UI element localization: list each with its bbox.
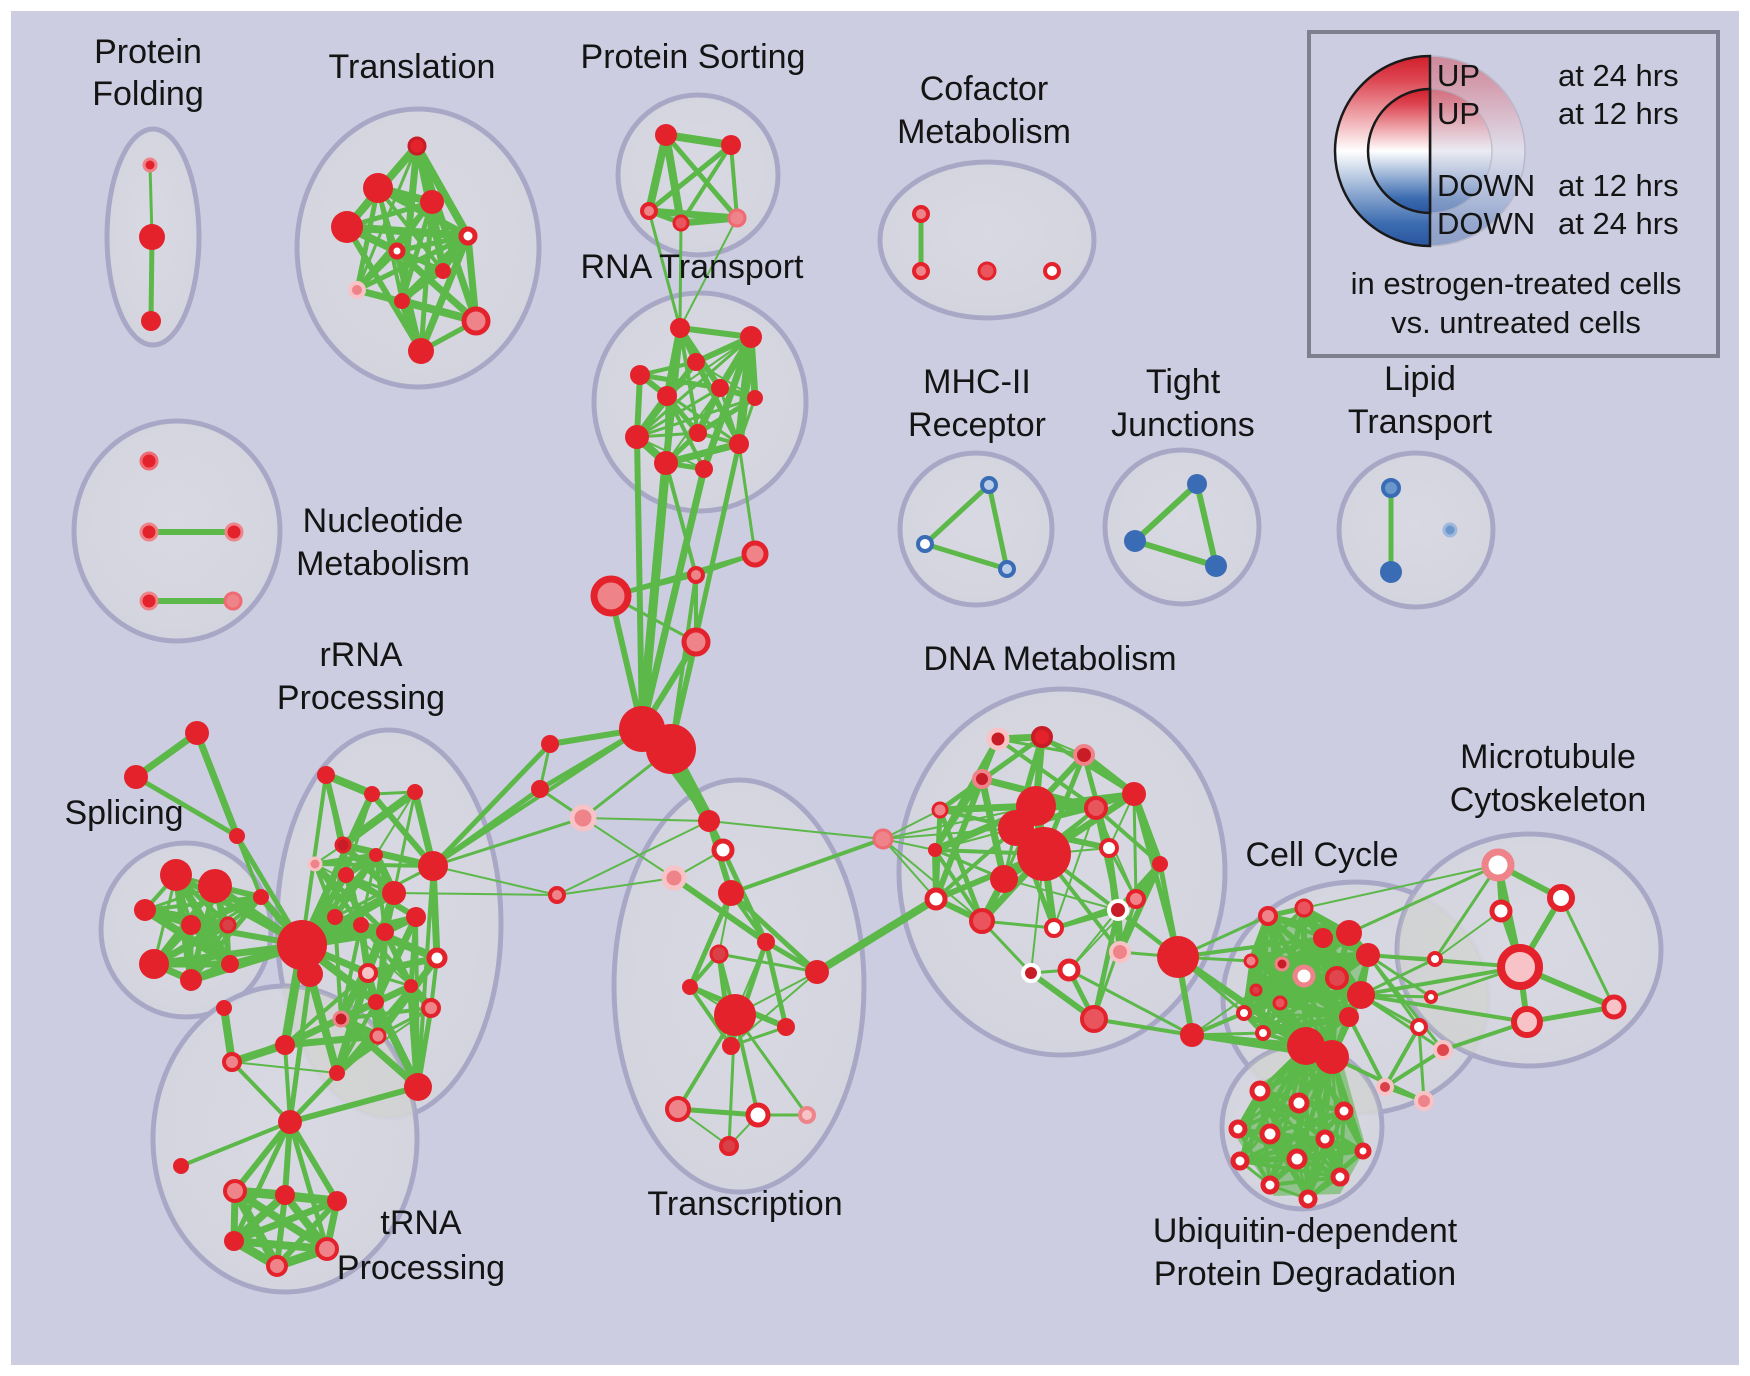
svg-text:at 12 hrs: at 12 hrs <box>1558 96 1679 131</box>
svg-text:Protein Sorting: Protein Sorting <box>581 38 806 76</box>
svg-text:Processing: Processing <box>337 1249 505 1287</box>
svg-text:rRNA: rRNA <box>319 636 402 674</box>
svg-text:Tight: Tight <box>1146 363 1221 401</box>
svg-text:DOWN: DOWN <box>1437 168 1535 203</box>
svg-text:Metabolism: Metabolism <box>296 545 470 583</box>
svg-text:Nucleotide: Nucleotide <box>303 502 464 540</box>
svg-text:in estrogen-treated cells: in estrogen-treated cells <box>1351 266 1682 301</box>
svg-text:at 12 hrs: at 12 hrs <box>1558 168 1679 203</box>
svg-text:Junctions: Junctions <box>1111 406 1255 444</box>
svg-text:Translation: Translation <box>329 48 496 86</box>
svg-text:Metabolism: Metabolism <box>897 113 1071 151</box>
svg-text:DOWN: DOWN <box>1437 206 1535 241</box>
svg-text:Cell Cycle: Cell Cycle <box>1245 836 1398 874</box>
svg-text:Microtubule: Microtubule <box>1460 738 1636 776</box>
svg-text:Lipid: Lipid <box>1384 360 1456 398</box>
svg-text:DNA Metabolism: DNA Metabolism <box>923 640 1176 678</box>
svg-text:Transport: Transport <box>1348 403 1493 441</box>
svg-text:UP: UP <box>1437 58 1480 93</box>
svg-text:Folding: Folding <box>92 75 204 113</box>
svg-text:tRNA: tRNA <box>380 1204 462 1242</box>
svg-text:at 24 hrs: at 24 hrs <box>1558 58 1679 93</box>
svg-text:Splicing: Splicing <box>64 794 183 832</box>
svg-text:UP: UP <box>1437 96 1480 131</box>
svg-text:Processing: Processing <box>277 679 445 717</box>
svg-text:MHC-II: MHC-II <box>923 363 1031 401</box>
svg-text:Cofactor: Cofactor <box>920 70 1049 108</box>
svg-text:Cytoskeleton: Cytoskeleton <box>1450 781 1647 819</box>
svg-text:Receptor: Receptor <box>908 406 1046 444</box>
svg-text:vs. untreated cells: vs. untreated cells <box>1391 305 1641 340</box>
svg-text:Ubiquitin-dependent: Ubiquitin-dependent <box>1153 1212 1458 1250</box>
svg-text:Protein Degradation: Protein Degradation <box>1154 1255 1456 1293</box>
svg-text:Transcription: Transcription <box>647 1185 842 1223</box>
svg-text:Protein: Protein <box>94 33 202 71</box>
svg-text:RNA Transport: RNA Transport <box>581 248 805 286</box>
svg-text:at 24 hrs: at 24 hrs <box>1558 206 1679 241</box>
